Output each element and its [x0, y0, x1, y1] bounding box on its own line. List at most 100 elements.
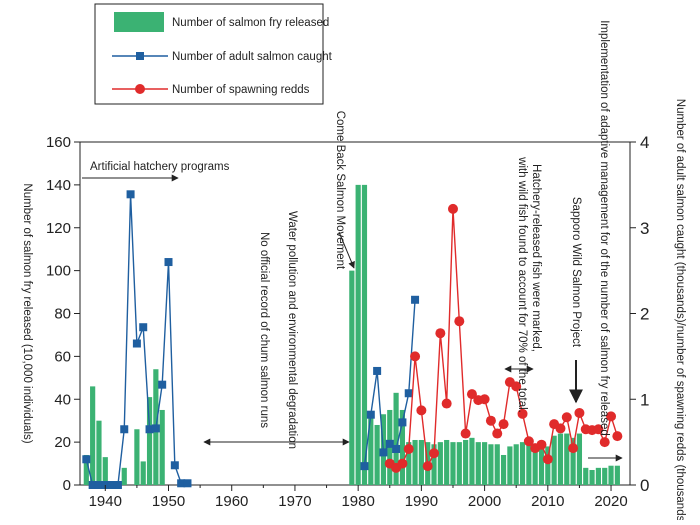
- adult-caught-point: [145, 425, 154, 434]
- fry-bar: [500, 454, 507, 485]
- spawning-redds-point: [403, 443, 414, 454]
- spawning-redds-point: [555, 423, 566, 434]
- fry-bar: [399, 409, 406, 485]
- fry-bar: [121, 467, 127, 485]
- adult-caught-point: [379, 448, 388, 457]
- adult-caught-point: [392, 444, 401, 453]
- fry-bar: [393, 392, 399, 485]
- fry-bar: [450, 442, 456, 485]
- x-tick-label: 1960: [215, 493, 248, 510]
- y-left-tick-label: 140: [46, 177, 71, 194]
- legend-marker-adult: [136, 52, 144, 60]
- fry-bar: [538, 446, 545, 485]
- fry-bar: [602, 467, 608, 485]
- y-right-tick-label: 1: [640, 390, 649, 409]
- adult-caught-point: [107, 481, 116, 489]
- spawning-redds-point: [568, 443, 579, 454]
- y-left-tick-label: 60: [54, 348, 71, 365]
- annotation-artificial-hatchery: Artificial hatchery programs: [90, 161, 230, 173]
- spawning-redds-point: [599, 437, 610, 448]
- annotation-no-record: No official record of chum salmon runs: [258, 232, 270, 428]
- x-tick-label: 1940: [89, 493, 122, 510]
- fry-bar: [102, 457, 108, 485]
- spawning-redds-point: [479, 394, 490, 405]
- spawning-redds-point: [429, 448, 440, 459]
- y-right-tick-label: 2: [640, 305, 649, 324]
- fry-bar: [349, 270, 355, 485]
- fry-bar: [96, 420, 102, 485]
- fry-bar: [134, 429, 140, 485]
- spawning-redds-point: [612, 431, 623, 442]
- adult-caught-point: [139, 323, 148, 332]
- y-left-tick-label: 40: [54, 391, 71, 408]
- fry-bar: [368, 416, 374, 485]
- spawning-redds-point: [492, 428, 503, 439]
- legend: Number of salmon fry released Number of a…: [94, 3, 333, 105]
- annotations: Artificial hatchery programs Water pollut…: [82, 20, 623, 462]
- fry-bar: [146, 397, 153, 485]
- spawning-redds-point: [447, 203, 458, 214]
- fry-bar: [418, 439, 424, 485]
- fry-bar: [482, 442, 488, 485]
- fry-bar: [475, 442, 481, 485]
- fry-bar: [551, 435, 557, 485]
- annotation-water-pollution: Water pollution and environmental degrad…: [286, 211, 298, 449]
- adult-caught-point: [132, 339, 141, 348]
- line-series: [82, 190, 623, 489]
- adult-caught-point: [411, 295, 420, 304]
- spawning-redds-point: [561, 412, 572, 423]
- adult-caught-point: [360, 462, 369, 471]
- fry-bar: [494, 444, 500, 485]
- x-tick-label: 2020: [594, 493, 627, 510]
- fry-bar: [463, 439, 469, 485]
- x-tick-label: 2000: [468, 493, 501, 510]
- fry-bar: [456, 442, 462, 485]
- fry-bar: [557, 433, 564, 485]
- adult-caught-point: [88, 481, 97, 489]
- adult-caught-point: [164, 258, 173, 267]
- adult-caught-point: [366, 410, 375, 419]
- spawning-redds-point: [454, 316, 465, 327]
- fry-bar: [83, 454, 89, 485]
- fry-bar: [589, 469, 595, 485]
- y-left-tick-label: 0: [63, 477, 71, 494]
- fry-bar: [583, 467, 589, 485]
- axes: 1940 1950 1960 1970 1980 1990 2000 2010 20200204…: [21, 99, 686, 525]
- adult-caught-point: [373, 366, 382, 375]
- spawning-redds-point: [441, 398, 452, 409]
- fry-bar: [519, 442, 526, 485]
- fry-bar: [532, 450, 538, 485]
- fry-bar: [140, 461, 146, 485]
- adult-caught-point: [94, 481, 103, 489]
- spawning-redds-point: [542, 454, 553, 465]
- adult-caught-point: [120, 425, 129, 434]
- y-left-tick-label: 80: [54, 306, 71, 323]
- fry-bar-series: [83, 184, 620, 485]
- legend-swatch-bars: [114, 12, 164, 32]
- y-right-tick-label: 3: [640, 219, 649, 238]
- y-right-tick-label: 4: [640, 133, 649, 152]
- fry-bar: [159, 409, 165, 485]
- fry-bar: [614, 465, 620, 485]
- legend-label-fry: Number of salmon fry released: [172, 17, 329, 29]
- y-left-tick-label: 100: [46, 263, 71, 280]
- adult-caught-point: [151, 424, 160, 433]
- fry-bar: [374, 424, 380, 485]
- annotation-arrow: [338, 231, 355, 269]
- fry-bar: [469, 437, 475, 485]
- fry-bar: [545, 446, 551, 485]
- adult-caught-point: [183, 479, 192, 488]
- x-tick-label: 2010: [531, 493, 564, 510]
- legend-marker-redds: [135, 84, 145, 94]
- spawning-redds-point: [536, 439, 547, 450]
- annotation-hatchery-marked: Hatchery-released fish were marked,: [530, 164, 542, 352]
- fry-bar: [526, 444, 532, 485]
- spawning-redds-point: [422, 461, 433, 472]
- fry-bar: [431, 444, 437, 485]
- spawning-redds-point: [435, 328, 446, 339]
- spawning-redds-point: [523, 436, 534, 447]
- fry-bar: [412, 439, 418, 485]
- annotation-wild-fish: with wild fish found to account for 70% …: [516, 156, 528, 413]
- x-tick-label: 1950: [152, 493, 185, 510]
